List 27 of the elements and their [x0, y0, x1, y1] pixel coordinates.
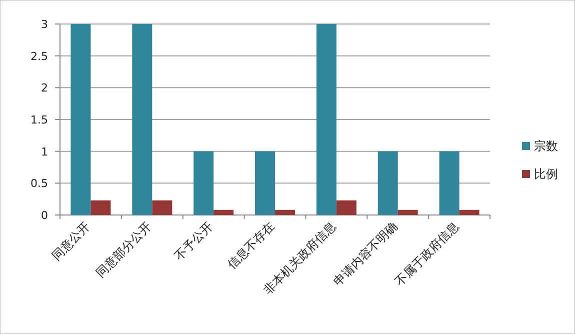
bar	[275, 210, 295, 215]
y-tick-label: 3	[41, 18, 48, 31]
bar	[194, 151, 214, 215]
x-tick-label: 不予公开	[172, 219, 216, 264]
bar	[70, 24, 91, 215]
x-tick-label: 同意部分公开	[93, 219, 154, 280]
x-tick-label: 信息不存在	[224, 219, 278, 272]
bar	[439, 151, 460, 215]
bar	[459, 210, 480, 215]
bar	[152, 200, 172, 215]
bar	[132, 24, 152, 215]
legend-label: 宗数	[534, 139, 558, 153]
bar	[378, 151, 398, 215]
y-tick-label: 0.5	[30, 177, 48, 190]
bar	[336, 200, 356, 215]
y-tick-label: 2	[41, 82, 48, 95]
y-tick-label: 1.5	[30, 114, 48, 126]
y-tick-label: 0	[41, 209, 48, 222]
bar	[90, 200, 111, 215]
x-tick-label: 同意公开	[48, 219, 93, 264]
y-tick-label: 2.5	[30, 50, 48, 63]
y-tick-label: 1	[41, 145, 48, 158]
bar	[316, 24, 336, 215]
legend-label: 比例	[534, 167, 558, 181]
bar	[398, 210, 418, 215]
bar	[214, 210, 234, 215]
bar	[255, 151, 275, 215]
